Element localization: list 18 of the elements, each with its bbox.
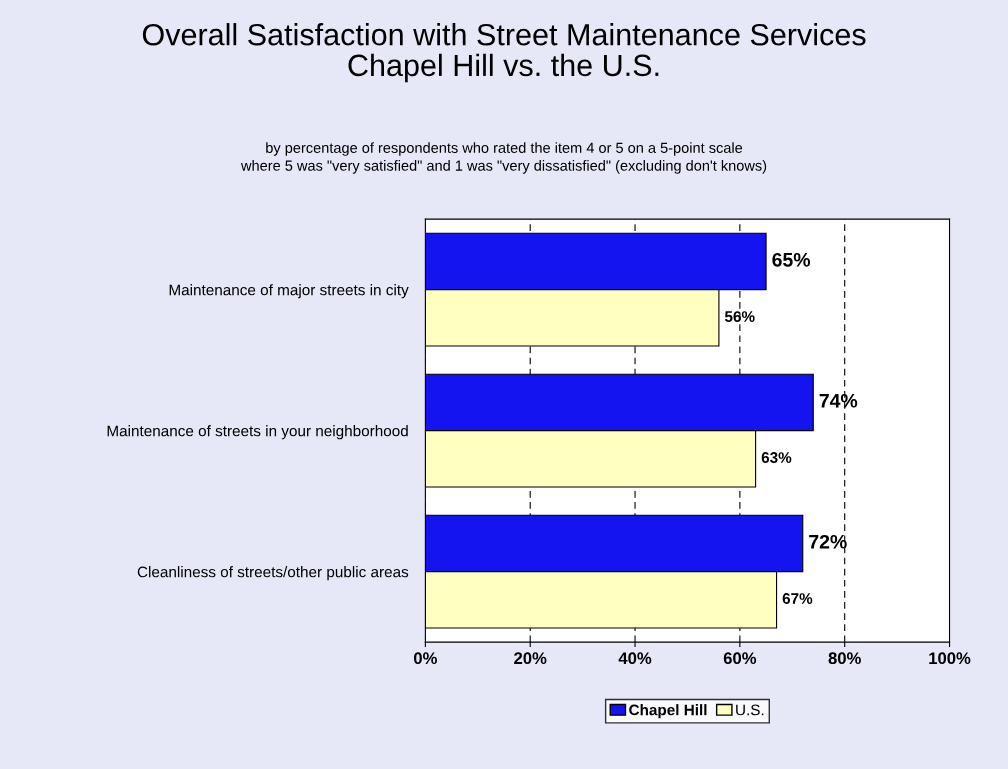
y-tick-label: Maintenance of major streets in city [169,284,409,299]
x-tick-label: 0% [413,652,437,665]
chart-title: Overall Satisfaction with Street Maintenance Services Chapel Hill vs. the U.S. [142,23,866,83]
data-label: 72% [809,534,847,549]
y-tick-label: Maintenance of streets in your neighborhood [107,425,408,440]
x-tick-label: 20% [514,652,547,665]
y-tick-label: Cleanliness of streets/other public areas [137,566,409,581]
x-tick-label: 80% [828,652,861,665]
legend-label: U.S. [736,704,764,716]
x-tick-label: 100% [929,652,971,665]
x-tick-label: 60% [723,652,757,665]
chart-subtitle: by percentage of respondents who rated the item 4 or 5 on a 5-point scale where 5 was "very satisfied" and 1 was "very dissatisfied" (excluding don't knows) [240,142,767,174]
data-label: 74% [819,393,858,408]
data-label: 63% [761,452,792,463]
data-label: 67% [782,593,813,604]
x-tick-label: 40% [618,652,652,665]
legend-label: Chapel Hill [629,704,707,719]
data-label: 65% [772,252,811,267]
